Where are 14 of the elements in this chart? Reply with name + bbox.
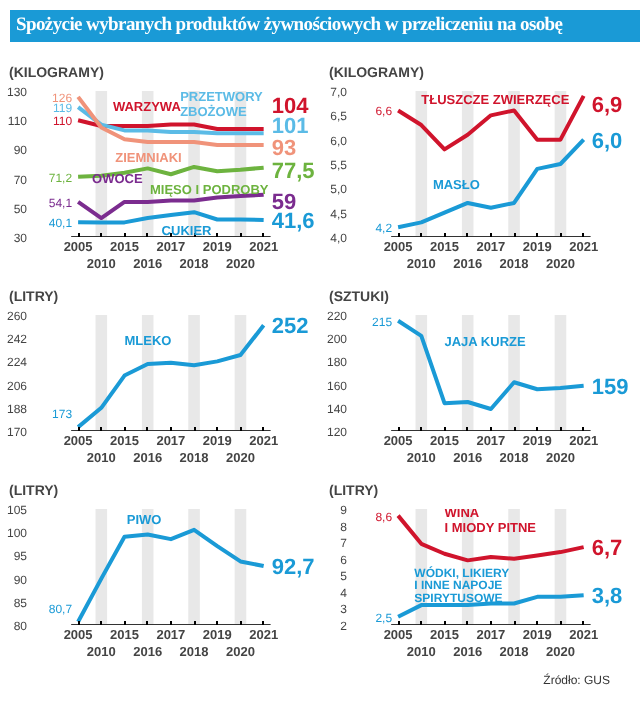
data-label: 6,7 (591, 537, 623, 562)
data-label: 6,0 (591, 129, 623, 154)
data-label: 159 (591, 375, 629, 400)
data-label: 3,8 (591, 585, 623, 610)
data-label: 6,9 (591, 93, 623, 118)
data-label: 92,7 (271, 556, 315, 581)
data-label: 93 (271, 137, 297, 162)
data-label: 252 (271, 315, 309, 340)
data-label: 41,6 (271, 210, 315, 235)
data-label: 104 (271, 94, 311, 119)
chart-title: Spożycie wybranych produktów żywnościowych w przeliczeniu na osobę (16, 14, 563, 40)
data-label: 59 (271, 190, 297, 215)
data-label: 77,5 (271, 159, 315, 184)
data-label: 101 (271, 115, 309, 140)
